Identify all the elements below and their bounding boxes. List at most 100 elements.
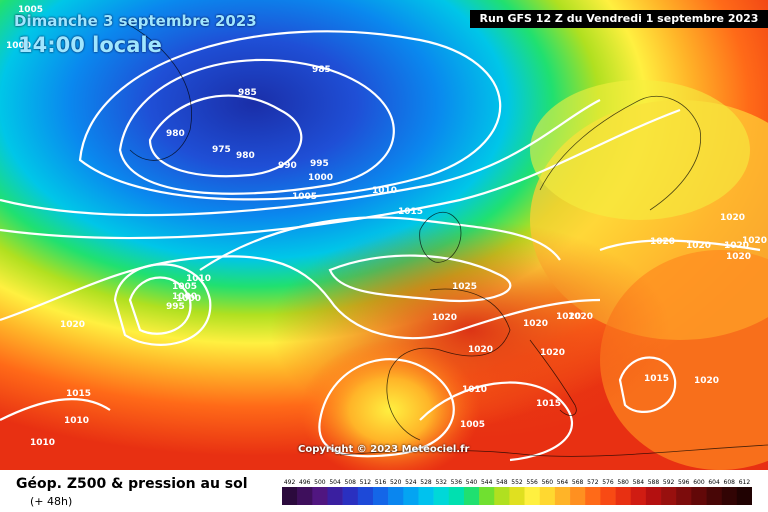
- scale-tick-label: 536: [451, 479, 463, 486]
- isobar-label: 1005: [18, 5, 43, 15]
- scale-tick-label: 608: [724, 479, 736, 486]
- scale-swatch: [691, 487, 707, 505]
- scale-swatch: [479, 487, 495, 505]
- color-scale: 492 496 500 504 508 512 516 520 524 528 532 536 540 5…: [282, 479, 752, 505]
- scale-swatch: [494, 487, 510, 505]
- isobar-label: 980: [166, 129, 185, 139]
- isobar-label: 1020: [468, 345, 493, 355]
- isobar-label: 1015: [536, 399, 561, 409]
- scale-tick-label: 596: [678, 479, 690, 486]
- scale-tick-label: 548: [496, 479, 508, 486]
- scale-tick-label: 540: [466, 479, 478, 486]
- isobar-label: 975: [212, 145, 231, 155]
- scale-tick-label: 500: [314, 479, 326, 486]
- scale-swatch: [509, 487, 525, 505]
- isobar-balkan: [618, 356, 677, 413]
- isobar-label: 1020: [724, 241, 749, 251]
- isobar-small-low: [128, 276, 192, 335]
- legend-panel: Géop. Z500 & pression au sol (+ 48h) 492…: [0, 470, 768, 512]
- scale-tick-label: 524: [405, 479, 417, 486]
- isobar-1020-ridge: [0, 255, 601, 340]
- legend-subtitle: (+ 48h): [30, 495, 73, 508]
- scale-tick-label: 588: [648, 479, 660, 486]
- isobar-label: 990: [278, 161, 297, 171]
- scale-tick-label: 532: [435, 479, 447, 486]
- scale-swatch: [645, 487, 662, 505]
- scale-swatch: [312, 487, 328, 505]
- isobar-label: 1010: [30, 438, 55, 448]
- scale-swatch: [570, 487, 586, 505]
- scale-tick-label: 564: [557, 479, 569, 486]
- isobar-label: 1005: [172, 282, 197, 292]
- isobar-label: 1015: [398, 207, 423, 217]
- scale-tick-label: 544: [481, 479, 493, 486]
- scale-tick-label: 560: [542, 479, 554, 486]
- scale-swatch: [403, 487, 419, 505]
- isobar-label: 1020: [720, 213, 745, 223]
- isobar-lines: [0, 30, 761, 462]
- scale-tick-label: 604: [708, 479, 720, 486]
- isobar-iberia: [318, 358, 455, 458]
- isobar-label: 1020: [568, 312, 593, 322]
- isobar-label: 1020: [60, 320, 85, 330]
- isobar-label: 1020: [540, 348, 565, 358]
- scale-swatch: [736, 487, 752, 505]
- isobar-low-mid: [118, 58, 395, 195]
- scale-tick-label: 556: [526, 479, 538, 486]
- forecast-local-time: 14:00 locale: [18, 33, 162, 57]
- isobar-label: 1000: [176, 294, 201, 304]
- isobar-label: 995: [310, 159, 329, 169]
- scale-tick-label: 516: [375, 479, 387, 486]
- scale-tick-label: 600: [693, 479, 705, 486]
- scale-tick-label: 572: [587, 479, 599, 486]
- scale-swatch: [630, 487, 647, 505]
- isobar-label: 1020: [556, 312, 581, 322]
- coastlines: [119, 19, 768, 457]
- scandinavia-yellow-zone: [530, 80, 750, 220]
- coast-africa: [339, 444, 768, 457]
- scale-swatch: [342, 487, 359, 505]
- scale-tick-label: 552: [511, 479, 523, 486]
- isobar-1025-center: [328, 254, 512, 303]
- scale-swatch: [297, 487, 313, 505]
- scale-swatch: [721, 487, 738, 505]
- scale-swatch: [282, 487, 298, 505]
- scale-tick-label: 584: [633, 479, 645, 486]
- scale-tick-label: 612: [739, 479, 751, 486]
- copyright-notice: Copyright © 2023 Meteociel.fr: [298, 444, 470, 455]
- scale-swatch: [661, 487, 677, 505]
- scale-tick-label: 508: [345, 479, 357, 486]
- scale-tick-label: 504: [329, 479, 341, 486]
- isobar-label: 995: [166, 302, 185, 312]
- isobar-label: 1020: [742, 236, 767, 246]
- scale-tick-label: 492: [284, 479, 296, 486]
- isobar-label: 1000: [6, 41, 31, 51]
- isobar-label: 1000: [172, 292, 197, 302]
- scale-tick-label: 512: [360, 479, 372, 486]
- scale-swatch: [554, 487, 571, 505]
- coast-italy: [529, 339, 577, 416]
- scale-swatch: [388, 487, 404, 505]
- scale-swatch: [600, 487, 616, 505]
- coast-france-iberia: [386, 288, 511, 441]
- scale-swatch: [524, 487, 541, 505]
- forecast-date-title: Dimanche 3 septembre 2023: [14, 12, 257, 30]
- isobar-label: 1010: [64, 416, 89, 426]
- isobar-low-outer: [78, 30, 502, 201]
- scale-tick-label: 592: [663, 479, 675, 486]
- isobar-label: 985: [312, 65, 331, 75]
- isobar-label: 1015: [644, 374, 669, 384]
- legend-title: Géop. Z500 & pression au sol: [16, 476, 248, 492]
- isobar-label: 985: [238, 88, 257, 98]
- isobar-label: 1015: [66, 389, 91, 399]
- scale-swatch: [433, 487, 450, 505]
- isobar-label: 1020: [726, 252, 751, 262]
- isobar-med: [419, 381, 573, 462]
- scale-swatch: [585, 487, 601, 505]
- scale-swatch: [448, 487, 465, 505]
- isobar-label: 1000: [308, 173, 333, 183]
- coast-scandinavia: [539, 95, 702, 211]
